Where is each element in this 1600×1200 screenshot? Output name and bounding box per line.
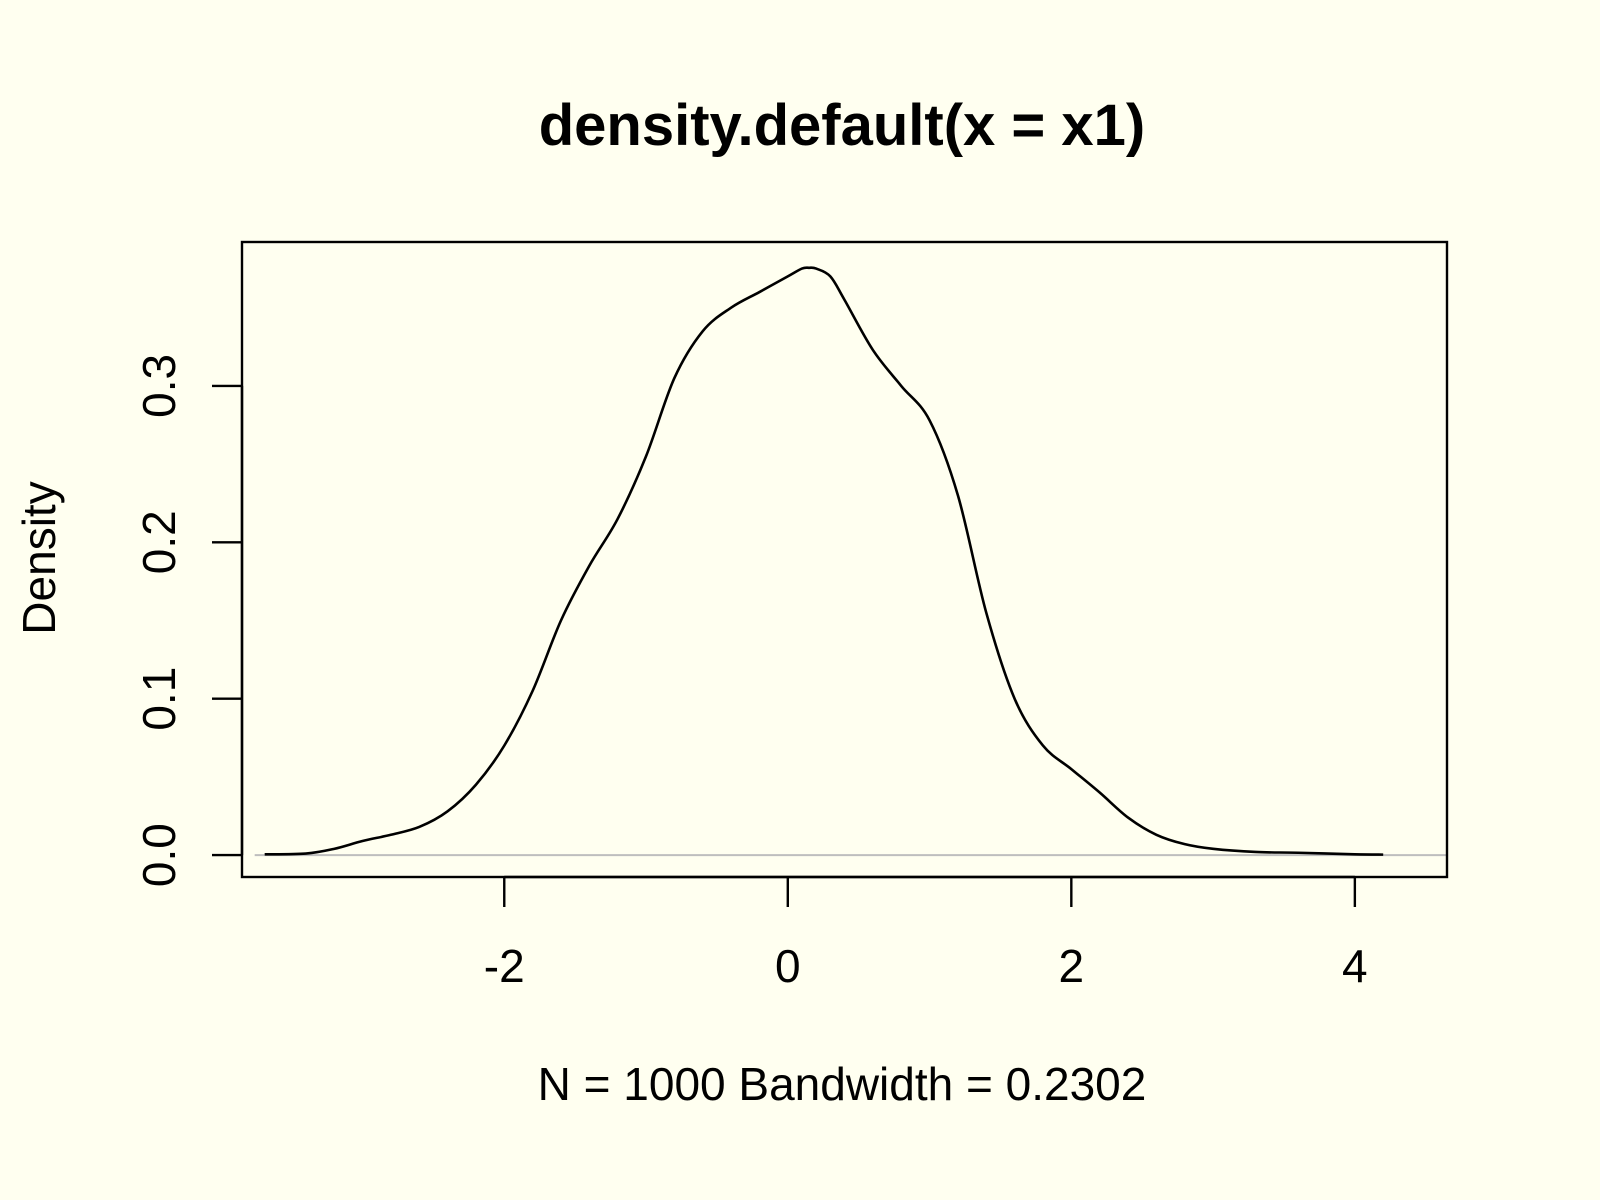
- density-curve: [264, 266, 1384, 856]
- x-axis-label: N = 1000 Bandwidth = 0.2302: [538, 1058, 1147, 1110]
- chart-title: density.default(x = x1): [539, 93, 1145, 158]
- x-tick-label: 2: [1059, 940, 1085, 992]
- x-tick-label: -2: [484, 940, 525, 992]
- y-tick-label: 0.3: [133, 354, 185, 418]
- y-tick-label: 0.0: [133, 823, 185, 887]
- x-tick-label: 4: [1342, 940, 1368, 992]
- y-tick-label: 0.1: [133, 667, 185, 731]
- y-axis-label: Density: [13, 481, 65, 634]
- x-axis: -2 0 2 4: [484, 875, 1368, 992]
- y-tick-label: 0.2: [133, 510, 185, 574]
- x-tick-label: 0: [775, 940, 801, 992]
- y-axis: 0.0 0.1 0.2 0.3: [133, 354, 244, 887]
